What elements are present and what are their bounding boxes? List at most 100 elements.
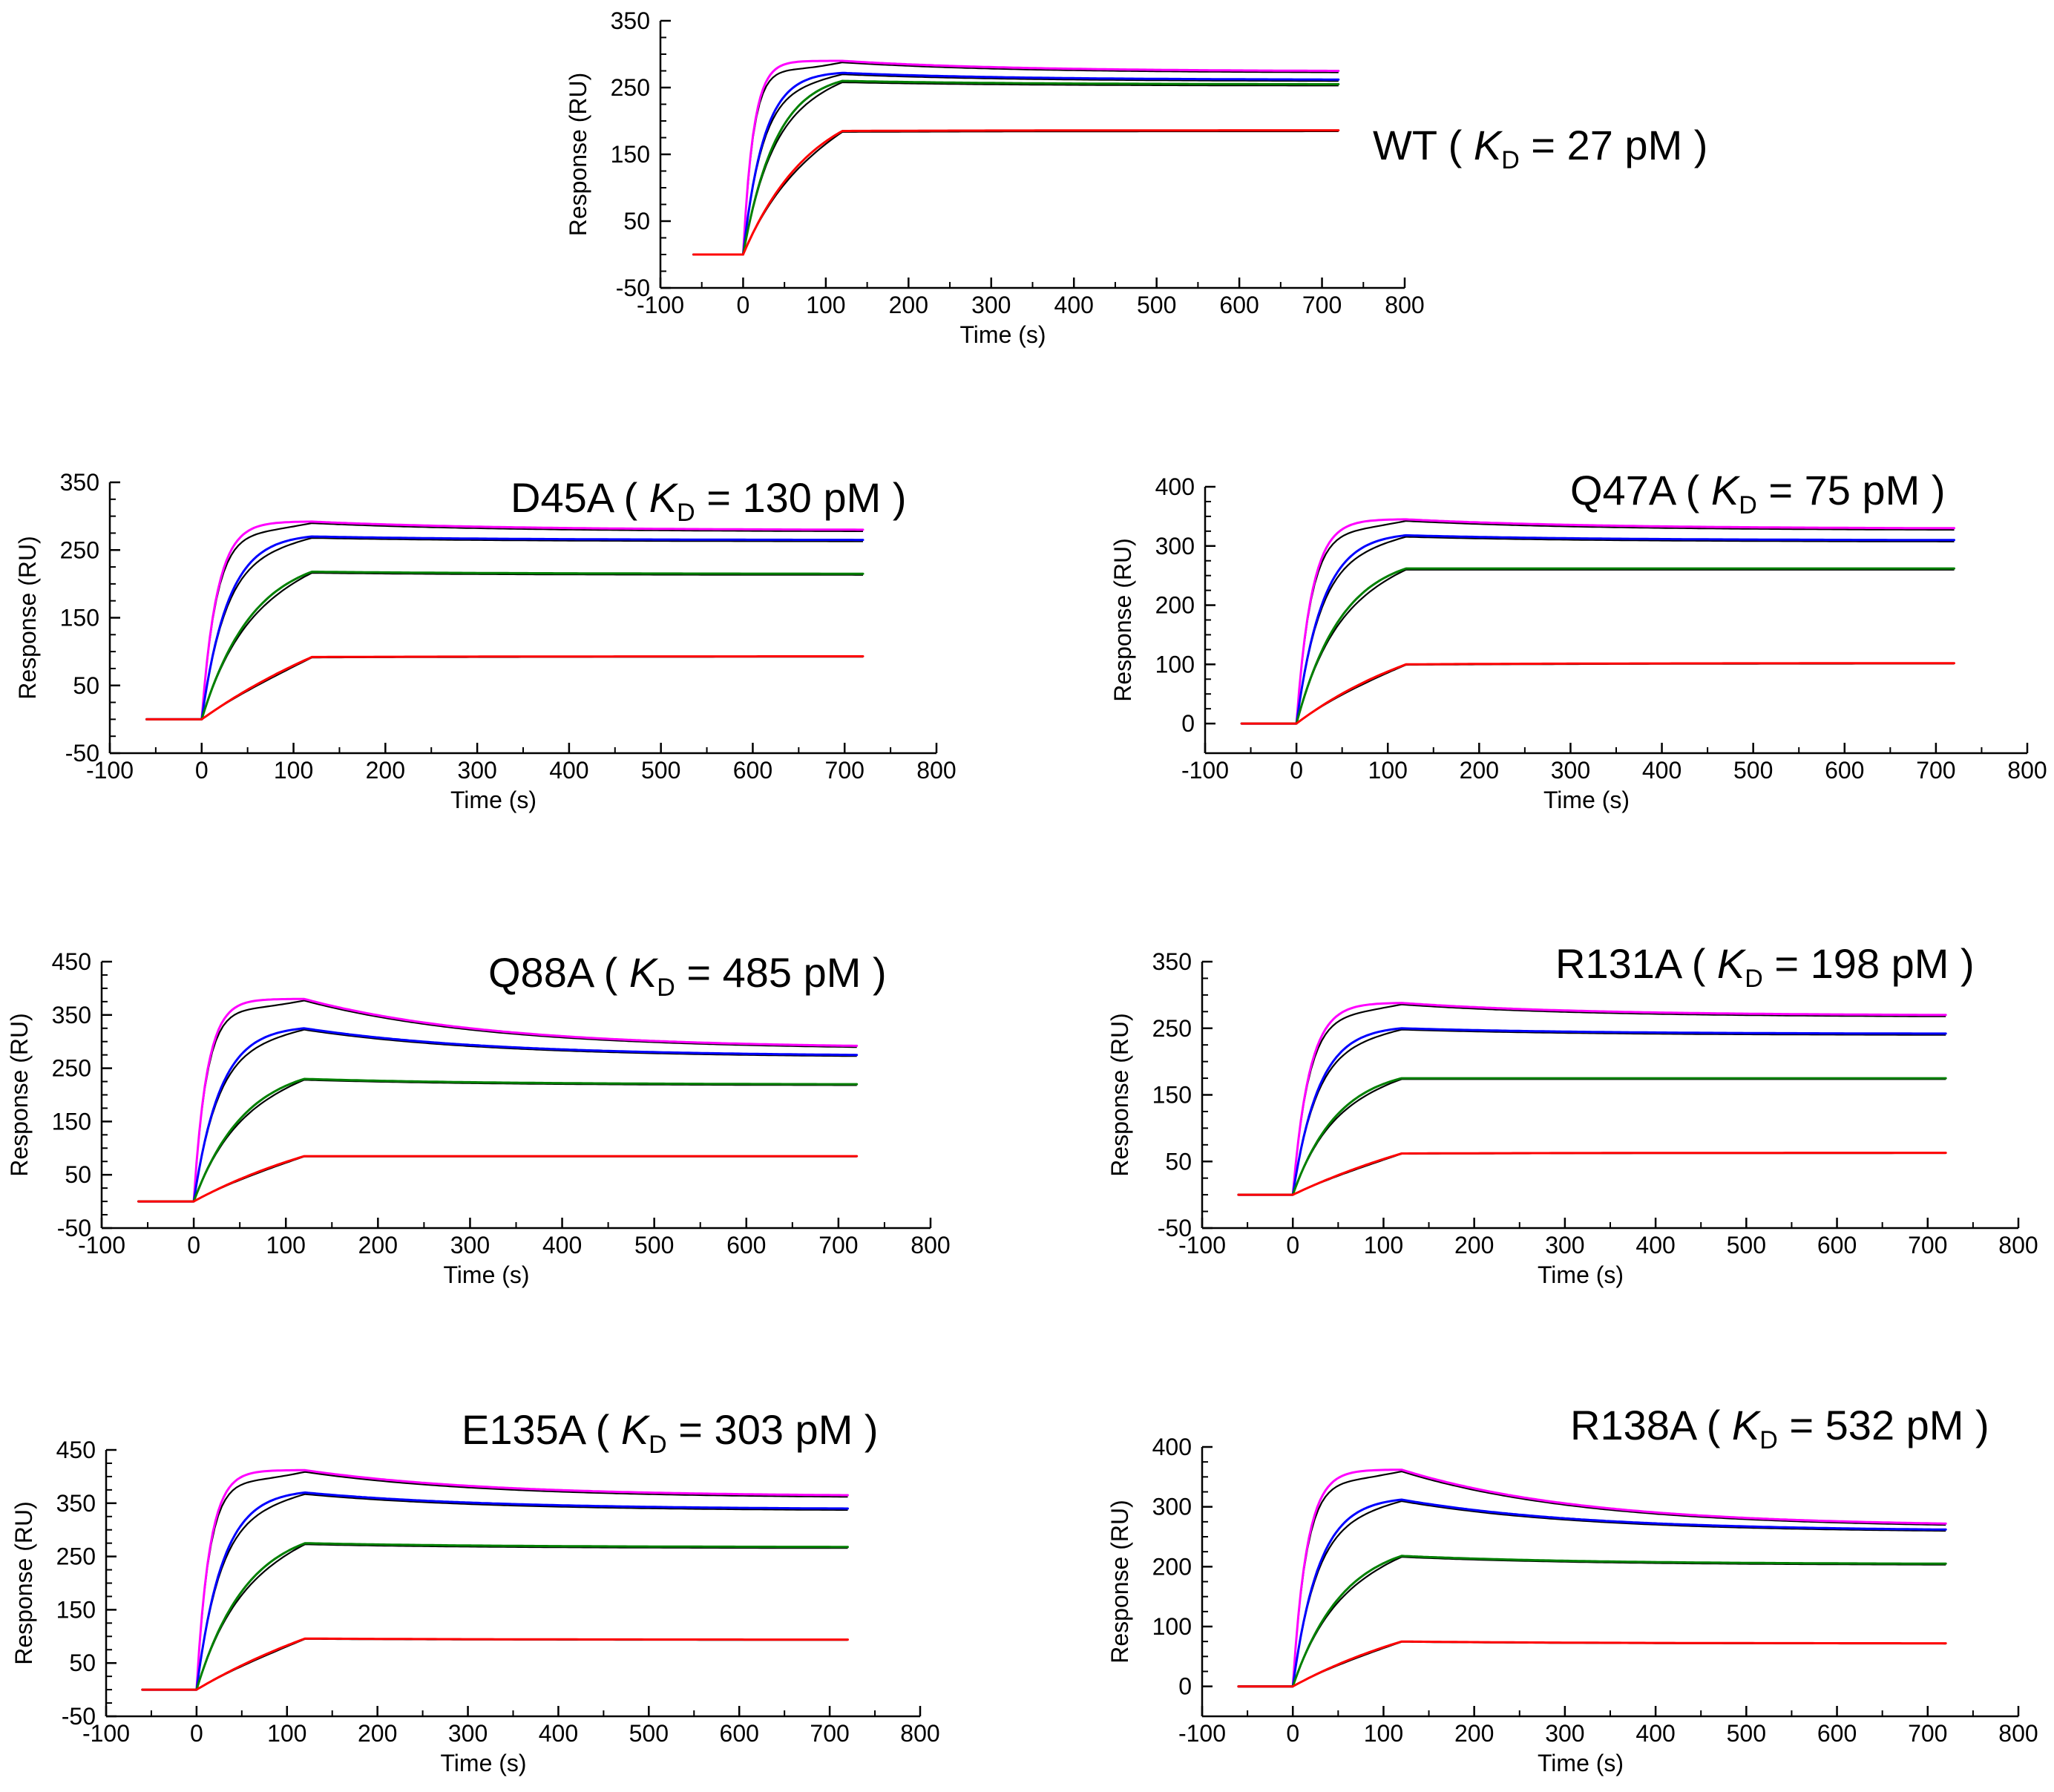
y-tick-label: -50: [65, 740, 99, 767]
fit-curve-magenta: [193, 1000, 857, 1202]
x-tick-label: 800: [1998, 1720, 2038, 1747]
chart-panel-Q88A: -100 0 100 200 300 400 500 600 700 800 -50 50 150 250…: [6, 948, 951, 1288]
fit-curve-magenta: [195, 1471, 848, 1690]
x-tick-label: 300: [1545, 1232, 1584, 1258]
fit-curve-green: [1296, 568, 1955, 724]
mutant-label: Q47A (: [1570, 467, 1711, 513]
y-tick-label: 50: [623, 208, 650, 234]
y-tick-label: 150: [1152, 1082, 1192, 1109]
y-tick-label: 100: [1152, 1613, 1192, 1640]
y-axis-title: Response (RU): [6, 1013, 33, 1177]
y-tick-label: 100: [1155, 651, 1195, 677]
x-tick-label: 800: [2007, 757, 2047, 784]
y-tick-label: 450: [56, 1437, 96, 1463]
x-tick-label: 700: [1302, 292, 1342, 318]
series-line-red: [141, 1637, 849, 1691]
x-axis-title: Time (s): [1538, 1750, 1624, 1776]
x-tick-label: 800: [910, 1232, 950, 1258]
x-tick-label: 400: [542, 1232, 582, 1258]
x-tick-label: 500: [634, 1232, 674, 1258]
x-tick-label: -100: [1181, 757, 1229, 784]
chart-panel-R138A: -100 0 100 200 300 400 500 600 700 800 0 100 200 300 4…: [1106, 1402, 2038, 1776]
fit-curve-blue: [1292, 1500, 1946, 1687]
x-tick-label: 500: [1727, 1720, 1766, 1747]
x-tick-label: 100: [806, 292, 845, 318]
mutant-label: R138A (: [1570, 1402, 1732, 1448]
y-tick-label: 350: [60, 469, 99, 496]
series-line-magenta: [1240, 518, 1955, 725]
x-tick-label: 400: [1054, 292, 1094, 318]
kd-value: = 27 pM ): [1520, 122, 1708, 168]
x-tick-label: 700: [818, 1232, 858, 1258]
x-tick-label: 0: [190, 1720, 203, 1747]
mutant-label: E135A (: [462, 1406, 621, 1453]
x-tick-label: 400: [1642, 757, 1681, 784]
x-tick-label: 600: [1825, 757, 1864, 784]
x-tick-label: 400: [549, 757, 588, 784]
x-axis-title: Time (s): [1543, 787, 1630, 813]
kd-subscript: D: [1759, 1426, 1778, 1454]
y-tick-label: 350: [56, 1490, 96, 1517]
fit-curve-magenta: [1292, 1470, 1946, 1687]
kd-symbol: K: [1717, 940, 1747, 987]
chart-panel-WT: -100 0 100 200 300 400 500 600 700 800 -50 50 150 250…: [565, 7, 1707, 348]
series-line-blue: [145, 535, 864, 721]
series-line-blue: [692, 71, 1340, 256]
kd-value: = 303 pM ): [667, 1406, 879, 1453]
y-axis-title: Response (RU): [1109, 538, 1136, 702]
panel-title: Q47A ( KD = 75 pM ): [1570, 467, 1945, 519]
kd-subscript: D: [1501, 146, 1520, 174]
mutant-label: D45A (: [511, 474, 649, 521]
x-tick-label: 0: [1286, 1720, 1299, 1747]
chart-panel-D45A: -100 0 100 200 300 400 500 600 700 800 -50 50 150 250…: [14, 469, 957, 813]
y-tick-label: 400: [1155, 473, 1195, 500]
x-tick-label: 200: [889, 292, 928, 318]
x-axis-title: Time (s): [440, 1750, 526, 1776]
x-tick-label: -100: [82, 1720, 130, 1747]
y-tick-label: -50: [57, 1215, 91, 1241]
x-tick-label: 300: [450, 1232, 490, 1258]
x-tick-label: 400: [1635, 1720, 1675, 1747]
fit-curve-magenta: [742, 62, 1339, 255]
kd-subscript: D: [1739, 491, 1757, 519]
x-axis-title: Time (s): [450, 787, 537, 813]
fit-curve-magenta: [1296, 520, 1955, 724]
x-tick-label: 300: [1551, 757, 1590, 784]
x-tick-label: -100: [637, 292, 684, 318]
x-tick-label: 200: [358, 1720, 397, 1747]
fit-curve-blue: [742, 73, 1339, 255]
fit-curve-blue: [193, 1028, 857, 1202]
y-tick-label: -50: [62, 1703, 96, 1730]
y-tick-label: 50: [69, 1650, 96, 1676]
fit-curve-magenta: [1292, 1003, 1946, 1195]
y-tick-label: 50: [65, 1161, 91, 1188]
y-tick-label: 250: [52, 1055, 91, 1082]
y-tick-label: 250: [56, 1543, 96, 1570]
panel-title: E135A ( KD = 303 pM ): [462, 1406, 879, 1459]
series-line-green: [145, 571, 864, 721]
series-line-red: [137, 1155, 859, 1203]
x-tick-label: 700: [1908, 1232, 1947, 1258]
x-tick-label: 100: [266, 1232, 306, 1258]
series-line-green: [141, 1542, 849, 1691]
y-tick-label: 0: [1178, 1673, 1192, 1700]
fit-curve-blue: [195, 1493, 848, 1690]
chart-panel-E135A: -100 0 100 200 300 400 500 600 700 800 -50 50 150 250…: [10, 1406, 940, 1776]
x-tick-label: 100: [1364, 1232, 1403, 1258]
x-tick-label: 800: [900, 1720, 939, 1747]
x-tick-label: 100: [1364, 1720, 1403, 1747]
x-tick-label: 600: [733, 757, 772, 784]
chart-panel-Q47A: -100 0 100 200 300 400 500 600 700 800 0 100 200 300 4…: [1109, 467, 2047, 813]
mutant-label: R131A (: [1555, 940, 1717, 987]
mutant-label: Q88A (: [488, 949, 629, 996]
kd-symbol: K: [1732, 1402, 1762, 1448]
x-tick-label: 100: [274, 757, 313, 784]
x-tick-label: 100: [267, 1720, 306, 1747]
x-tick-label: 800: [1998, 1232, 2038, 1258]
x-tick-label: 0: [737, 292, 750, 318]
kd-symbol: K: [649, 474, 679, 521]
x-tick-label: 700: [810, 1720, 849, 1747]
series-line-red: [1240, 662, 1955, 725]
kd-symbol: K: [1711, 467, 1741, 513]
